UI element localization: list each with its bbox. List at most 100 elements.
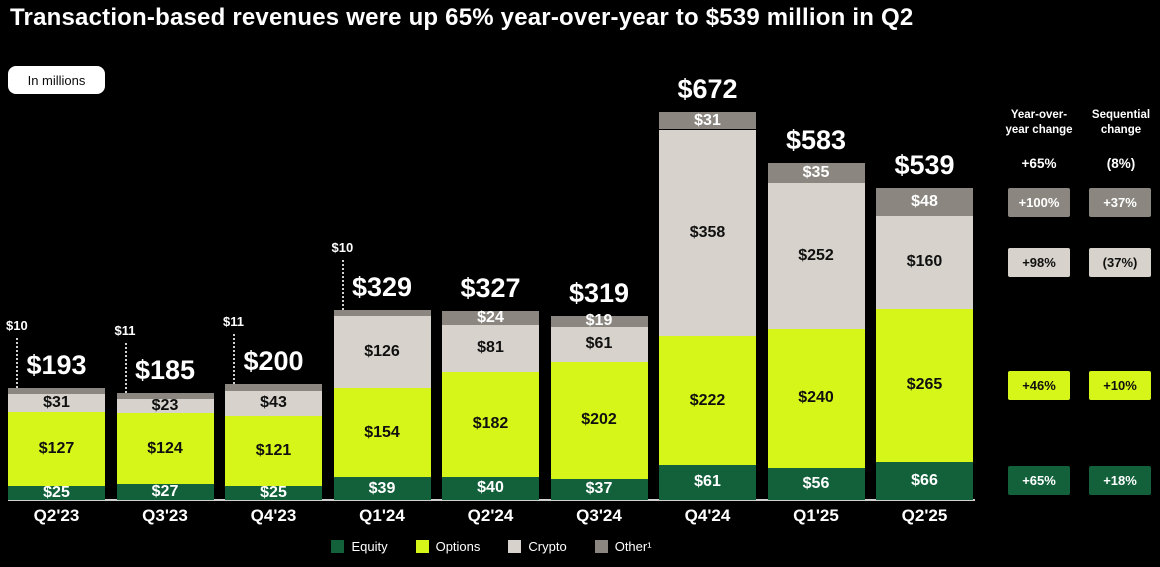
seq-badge-crypto: (37%) [1089, 247, 1151, 277]
segment-value-label: $61 [694, 473, 721, 491]
segment-value-label: $48 [911, 193, 938, 211]
segment-value-label: $61 [585, 335, 613, 353]
bar-total-label: $319 [568, 277, 630, 308]
segment-crypto: $43 [225, 390, 322, 416]
bar-total-label: $193 [26, 350, 87, 381]
other-callout-label: $11 [114, 323, 136, 339]
yoy-header-line1: Year-over- [1010, 109, 1068, 121]
yoy-change-header: Year-over- year change [984, 108, 1094, 138]
legend-swatch-options [415, 540, 429, 553]
legend-item-equity: Equity [331, 539, 388, 554]
x-tick-label: Q4'24 [684, 506, 731, 525]
legend-swatch-equity [331, 540, 345, 553]
segment-options: $127 [8, 412, 105, 486]
segment-options: $154 [333, 388, 431, 478]
bar-total-label: $327 [460, 272, 521, 303]
segment-equity: $56 [767, 467, 865, 500]
segment-value-label: $121 [255, 441, 292, 459]
bar-total-label: $539 [894, 150, 955, 181]
segment-value-label: $23 [151, 397, 179, 415]
segment-value-label: $265 [906, 376, 943, 394]
segment-options: $222 [659, 336, 756, 465]
segment-other [333, 309, 431, 316]
segment-value-label: $19 [585, 312, 613, 330]
legend-label-other: Other¹ [614, 539, 652, 554]
legend-swatch-crypto [508, 540, 522, 553]
yoy-header-line2: year change [1005, 124, 1073, 136]
segment-crypto: $81 [442, 324, 539, 372]
segment-other: $24 [442, 309, 539, 325]
units-badge: In millions [8, 66, 105, 94]
segment-value-label: $127 [38, 439, 75, 457]
segment-crypto: $126 [333, 315, 431, 389]
segment-value-label: $39 [368, 479, 396, 497]
segment-equity: $61 [659, 464, 756, 500]
x-axis-line [8, 499, 975, 501]
segment-equity: $40 [442, 476, 539, 500]
segment-value-label: $240 [798, 389, 834, 407]
yoy-badge-crypto: +98% [1008, 247, 1070, 277]
segment-value-label: $252 [798, 247, 834, 265]
segment-value-label: $43 [260, 394, 287, 412]
segment-other [8, 388, 105, 395]
segment-value-label: $66 [911, 471, 938, 489]
segment-value-label: $25 [43, 483, 70, 501]
bar-total-label: $329 [351, 271, 413, 302]
legend-item-other: Other¹ [594, 539, 652, 554]
segment-value-label: $81 [477, 339, 504, 357]
segment-other: $48 [876, 188, 973, 217]
x-tick-label: Q3'24 [576, 506, 622, 525]
seq-header-line2: change [1100, 124, 1142, 136]
sequential-change-header: Sequential change [1066, 108, 1160, 138]
segment-crypto: $61 [550, 326, 648, 362]
legend-label-options: Options [435, 539, 481, 554]
x-tick-label: Q3'23 [142, 506, 188, 525]
bar-total-label: $583 [785, 125, 847, 156]
yoy-badge-other: +100% [1008, 187, 1070, 217]
yoy-total-change: +65% [1021, 156, 1057, 171]
segment-equity: $39 [333, 477, 431, 500]
legend: Equity Options Crypto Other¹ [8, 540, 975, 553]
segment-other [116, 393, 214, 400]
segment-value-label: $126 [364, 343, 400, 361]
segment-value-label: $202 [581, 411, 617, 429]
other-callout-label: $11 [223, 314, 244, 330]
segment-value-label: $182 [472, 415, 509, 433]
segment-options: $202 [550, 361, 648, 479]
x-tick-label: Q1'24 [359, 506, 405, 525]
segment-value-label: $31 [43, 394, 70, 412]
segment-options: $121 [225, 415, 322, 486]
legend-label-equity: Equity [351, 539, 388, 554]
segment-options: $240 [767, 328, 865, 468]
segment-value-label: $222 [689, 391, 726, 409]
segment-value-label: $27 [151, 483, 179, 501]
legend-item-crypto: Crypto [508, 540, 567, 553]
segment-value-label: $37 [585, 480, 613, 498]
segment-other: $35 [767, 163, 865, 184]
yoy-badge-equity: +65% [1008, 466, 1070, 496]
seq-header-line1: Sequential [1091, 109, 1151, 121]
other-callout-line [233, 334, 235, 385]
segment-other: $31 [659, 111, 756, 130]
segment-crypto: $23 [116, 397, 214, 415]
segment-value-label: $124 [147, 439, 183, 457]
bar-total-label: $672 [677, 73, 738, 104]
segment-value-label: $31 [694, 111, 721, 129]
seq-badge-other: +37% [1089, 187, 1151, 217]
segment-crypto: $358 [659, 129, 756, 337]
other-callout-line [341, 259, 344, 310]
segment-equity: $37 [550, 478, 648, 500]
segment-options: $124 [116, 412, 214, 485]
x-tick-label: Q4'23 [250, 506, 297, 525]
segment-other [225, 384, 322, 391]
other-callout-label: $10 [6, 318, 28, 334]
segment-crypto: $252 [767, 183, 865, 329]
other-callout-line [16, 338, 18, 389]
segment-equity: $25 [225, 484, 322, 500]
segment-value-label: $154 [364, 423, 400, 441]
segment-equity: $66 [876, 461, 973, 500]
other-callout-line [124, 343, 127, 394]
segment-value-label: $358 [689, 223, 726, 241]
